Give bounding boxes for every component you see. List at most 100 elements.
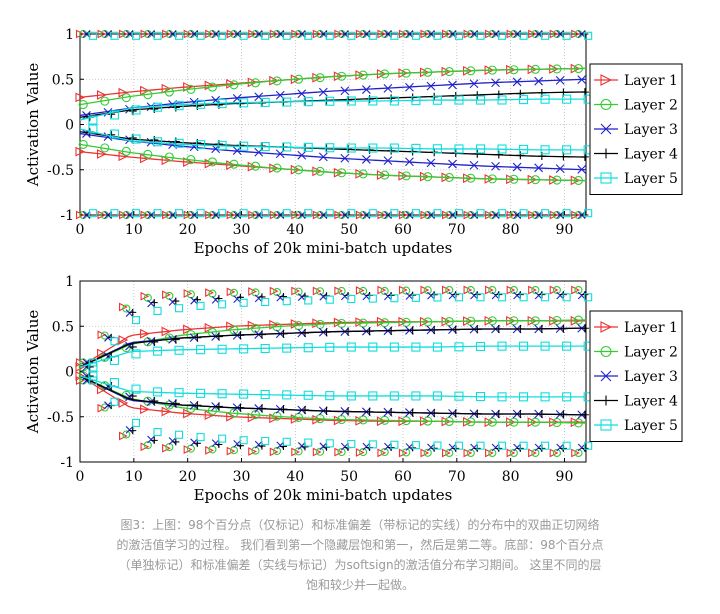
p98-marker [390, 209, 399, 218]
x-tick-label: 10 [125, 469, 143, 485]
legend-marker [600, 74, 613, 86]
p98-marker [423, 286, 432, 295]
std-marker [358, 415, 368, 425]
std-marker [229, 80, 239, 90]
p98-marker [552, 285, 561, 295]
std-marker [562, 341, 572, 351]
std-marker [540, 94, 550, 104]
std-marker [580, 324, 589, 333]
std-marker [509, 65, 519, 75]
std-marker [475, 391, 486, 402]
p98-marker [143, 441, 152, 450]
std-line-lower [79, 143, 587, 182]
std-line-lower [79, 131, 587, 158]
std-marker [537, 324, 546, 333]
p98-marker [556, 291, 565, 300]
std-marker [365, 327, 374, 336]
std-marker [519, 95, 529, 105]
std-marker [411, 391, 421, 401]
y-tick-label: -1 [60, 208, 74, 224]
p98-marker [476, 441, 485, 450]
std-marker [282, 142, 292, 152]
std-marker [96, 90, 107, 100]
std-marker [509, 316, 519, 326]
std-marker [401, 317, 411, 327]
std-marker [466, 66, 476, 76]
std-marker [380, 318, 390, 328]
std-marker [282, 390, 292, 400]
legend-label: Layer 4 [624, 394, 678, 410]
std-marker [405, 157, 414, 167]
std-marker [562, 145, 572, 155]
std-marker [250, 161, 261, 171]
legend-label: Layer 4 [624, 147, 678, 163]
p98-marker [239, 31, 248, 40]
std-marker [401, 416, 411, 426]
std-marker [426, 81, 436, 91]
p98-marker [196, 31, 205, 40]
std-marker [516, 410, 525, 419]
std-marker [78, 139, 88, 149]
std-marker [143, 90, 153, 100]
p98-marker [110, 209, 119, 218]
std-marker [196, 345, 206, 355]
std-marker [250, 323, 261, 333]
p98-marker [347, 209, 356, 218]
y-tick-label: 0.5 [52, 72, 74, 88]
std-marker [358, 70, 368, 80]
p98-marker [534, 291, 543, 300]
x-tick-label: 80 [502, 469, 520, 485]
std-marker [562, 392, 572, 402]
std-marker [260, 97, 270, 107]
std-marker [152, 387, 163, 397]
p98-marker [325, 295, 334, 304]
std-marker [186, 403, 196, 413]
std-marker [380, 415, 390, 425]
std-marker [100, 96, 110, 106]
p98-marker [577, 291, 586, 300]
std-marker [109, 355, 120, 365]
std-marker [217, 389, 227, 399]
std-marker [368, 143, 378, 153]
std-marker [387, 326, 396, 335]
std-marker [530, 316, 540, 326]
p98-marker [297, 293, 306, 301]
legend-marker [600, 370, 612, 382]
std-marker [118, 398, 129, 408]
std-marker [577, 75, 587, 85]
x-tick-label: 80 [502, 222, 520, 238]
std-marker [368, 391, 378, 401]
p98-marker [454, 31, 464, 40]
p98-marker [110, 397, 119, 406]
p98-marker [390, 31, 399, 40]
std-marker [152, 102, 163, 112]
std-line-upper [79, 67, 587, 106]
p98-marker [88, 376, 97, 385]
std-marker [250, 78, 261, 88]
std-marker [389, 391, 399, 401]
std-marker [214, 332, 223, 341]
x-axis-label: Epochs of 20k mini-batch updates [194, 239, 453, 257]
p98-marker [427, 443, 435, 452]
p98-marker [552, 448, 561, 458]
p98-marker [497, 209, 507, 218]
std-marker [303, 390, 313, 400]
std-marker [573, 315, 584, 325]
std-marker [207, 157, 217, 167]
p98-marker [380, 286, 389, 296]
std-marker [337, 168, 347, 178]
p98-marker [174, 430, 184, 439]
p98-marker [448, 443, 457, 452]
std-marker [573, 64, 584, 74]
legend-marker [601, 395, 611, 406]
p98-marker [384, 442, 392, 451]
std-marker [337, 415, 347, 425]
std-line-upper [79, 345, 586, 368]
std-line-lower [79, 375, 587, 424]
y-tick-label: 0 [65, 365, 74, 381]
std-marker [519, 144, 529, 154]
series-layer-5 [79, 293, 593, 450]
std-marker [405, 82, 414, 92]
std-marker [361, 85, 371, 94]
legend-label: Layer 2 [624, 345, 678, 361]
